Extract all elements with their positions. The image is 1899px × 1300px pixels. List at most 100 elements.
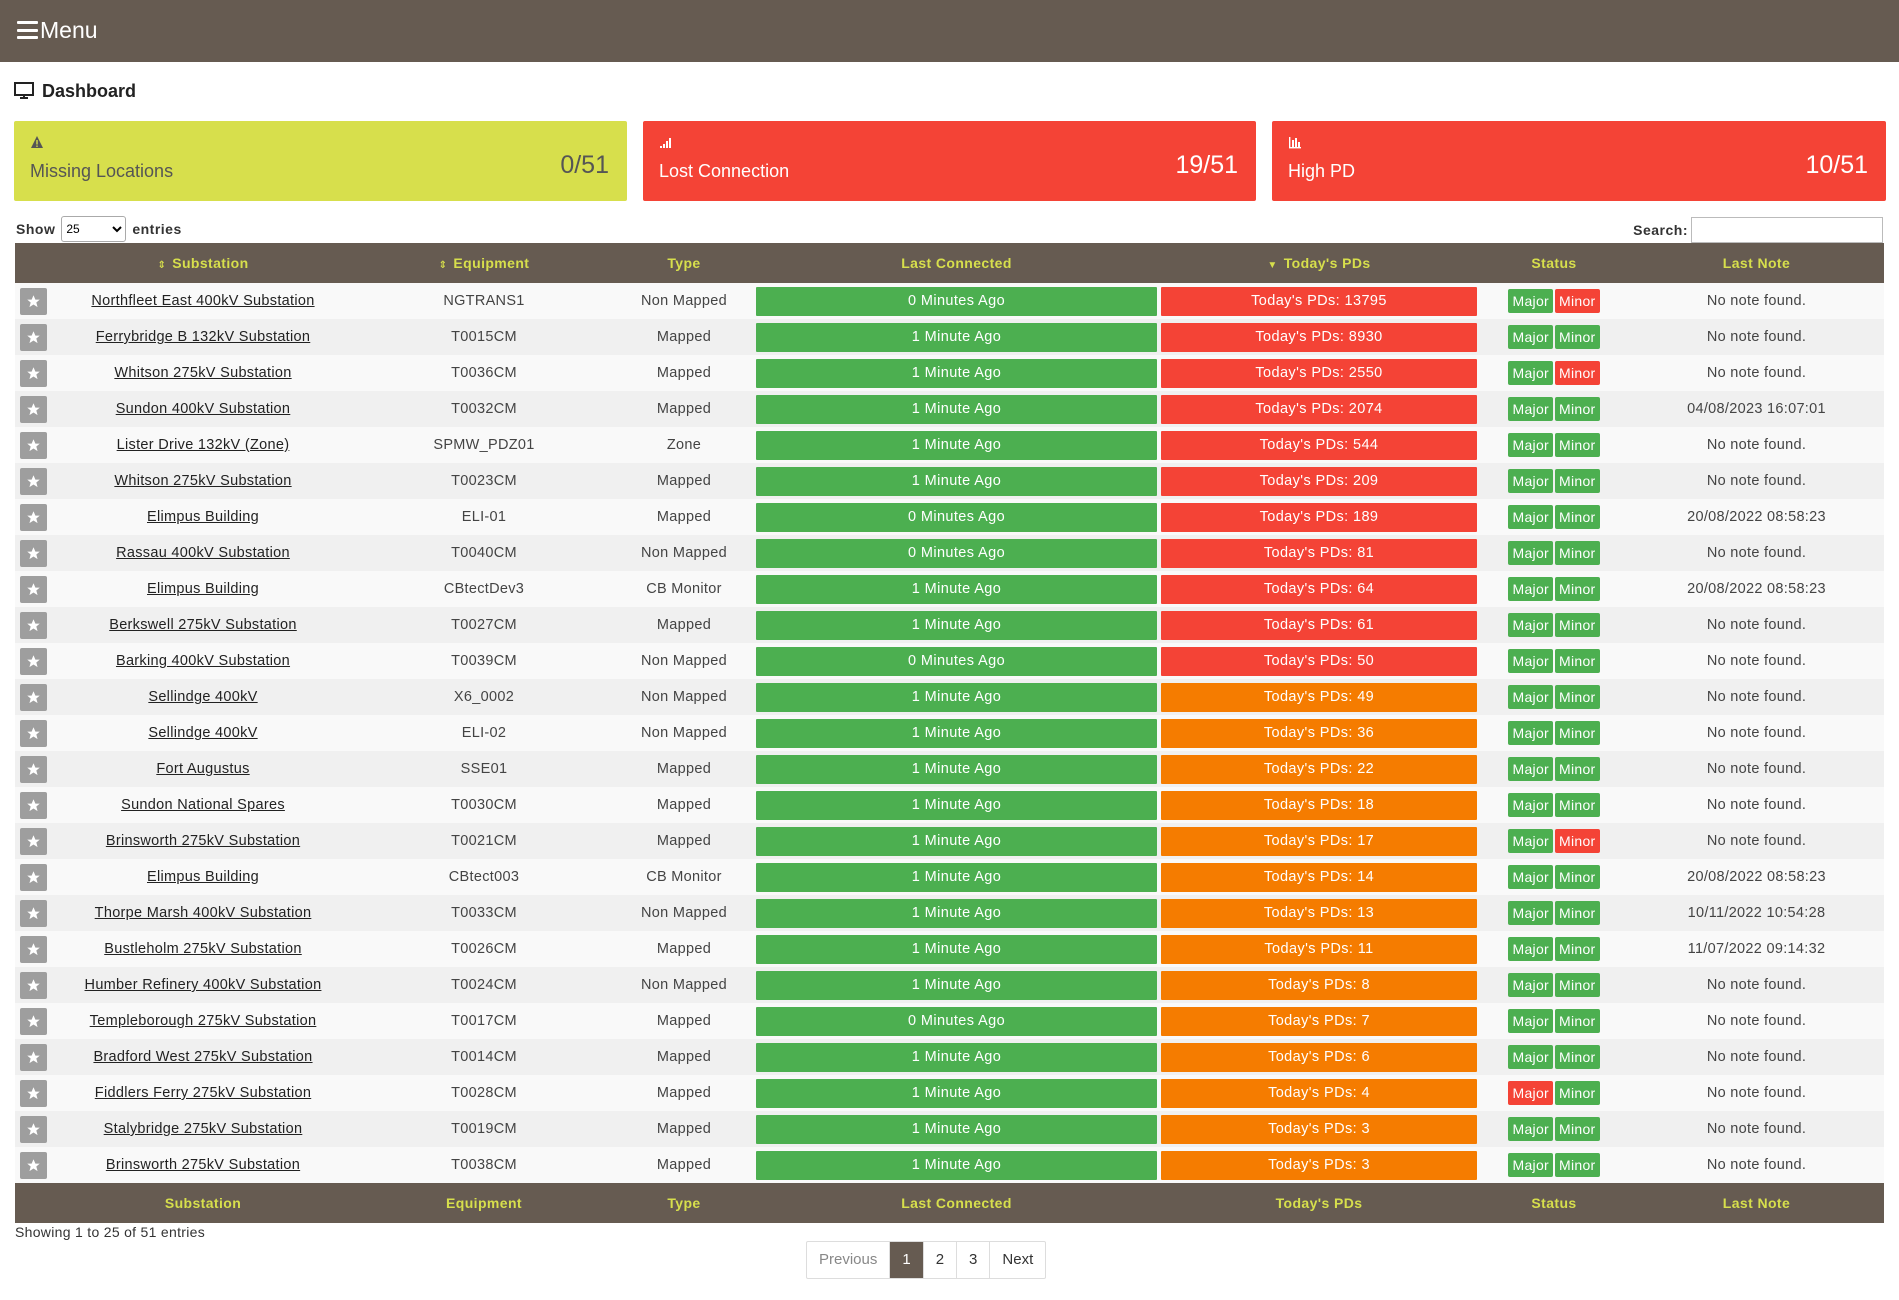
status-cell: Major Minor (1479, 535, 1629, 571)
substation-link[interactable]: Elimpus Building (147, 869, 259, 885)
search-input[interactable] (1691, 217, 1883, 243)
status-cell: Major Minor (1479, 355, 1629, 391)
type-cell: Non Mapped (614, 535, 754, 571)
substation-cell: Barking 400kV Substation (52, 643, 354, 679)
favorite-button[interactable] (20, 1043, 47, 1071)
favorite-button[interactable] (20, 575, 47, 603)
substation-link[interactable]: Brinsworth 275kV Substation (105, 1157, 301, 1173)
table-row: Northfleet East 400kV Substation NGTRANS1… (15, 283, 1884, 319)
missing-locations-card[interactable]: Missing Locations 0/51 (14, 121, 627, 201)
favorite-button[interactable] (20, 323, 47, 351)
substation-link[interactable]: Berkswell 275kV Substation (109, 617, 297, 633)
favorite-button[interactable] (20, 935, 47, 963)
last-connected-cell: 1 Minute Ago (754, 463, 1159, 499)
page-button-3[interactable]: 3 (956, 1242, 989, 1278)
favorite-button[interactable] (20, 431, 47, 459)
favorite-button[interactable] (20, 647, 47, 675)
todays-pds-bar: Today's PDs: 14 (1161, 862, 1477, 892)
substation-link[interactable]: Sundon 400kV Substation (115, 401, 291, 417)
last-connected-cell: 1 Minute Ago (754, 895, 1159, 931)
equipment-cell: T0040CM (354, 535, 614, 571)
substation-link[interactable]: Rassau 400kV Substation (116, 545, 290, 561)
favorite-button[interactable] (20, 719, 47, 747)
last-connected-cell: 1 Minute Ago (754, 1147, 1159, 1183)
favorite-button[interactable] (20, 503, 47, 531)
next-button[interactable]: Next (989, 1242, 1045, 1278)
substation-link[interactable]: Bradford West 275kV Substation (93, 1049, 313, 1065)
favorite-button[interactable] (20, 611, 47, 639)
star-cell (15, 463, 52, 499)
minor-badge: Minor (1555, 469, 1600, 493)
header-status[interactable]: Status (1479, 243, 1629, 283)
todays-pds-bar: Today's PDs: 2550 (1161, 358, 1477, 388)
favorite-button[interactable] (20, 359, 47, 387)
favorite-button[interactable] (20, 899, 47, 927)
favorite-button[interactable] (20, 863, 47, 891)
equipment-cell: T0036CM (354, 355, 614, 391)
favorite-button[interactable] (20, 1115, 47, 1143)
favorite-button[interactable] (20, 971, 47, 999)
high-pd-card[interactable]: High PD 10/51 (1272, 121, 1886, 201)
header-type[interactable]: Type (614, 243, 754, 283)
substation-link[interactable]: Stalybridge 275kV Substation (103, 1121, 303, 1137)
substation-link[interactable]: Elimpus Building (147, 581, 259, 597)
substation-link[interactable]: Fort Augustus (156, 761, 250, 777)
substation-link[interactable]: Sellindge 400kV (148, 725, 258, 741)
menu-button[interactable]: Menu (17, 14, 98, 46)
type-cell: Non Mapped (614, 967, 754, 1003)
substation-link[interactable]: Sundon National Spares (121, 797, 285, 813)
entries-select[interactable]: 25 (61, 216, 127, 242)
favorite-button[interactable] (20, 791, 47, 819)
substation-link[interactable]: Whitson 275kV Substation (114, 365, 292, 381)
last-note-cell: No note found. (1629, 1147, 1884, 1183)
substation-link[interactable]: Brinsworth 275kV Substation (105, 833, 301, 849)
status-cell: Major Minor (1479, 967, 1629, 1003)
substation-link[interactable]: Lister Drive 132kV (Zone) (116, 437, 290, 453)
minor-badge: Minor (1555, 901, 1600, 925)
lost-connection-card[interactable]: Lost Connection 19/51 (643, 121, 1256, 201)
previous-button[interactable]: Previous (819, 1251, 878, 1268)
header-substation[interactable]: ⇕ Substation (52, 243, 354, 283)
last-note-cell: No note found. (1629, 355, 1884, 391)
minor-badge: Minor (1555, 361, 1600, 385)
substation-link[interactable]: Northfleet East 400kV Substation (91, 293, 315, 309)
status-cell: Major Minor (1479, 463, 1629, 499)
header-last-connected[interactable]: Last Connected (754, 243, 1159, 283)
favorite-button[interactable] (20, 1151, 47, 1179)
favorite-button[interactable] (20, 395, 47, 423)
favorite-button[interactable] (20, 1007, 47, 1035)
favorite-button[interactable] (20, 1079, 47, 1107)
favorite-button[interactable] (20, 467, 47, 495)
favorite-button[interactable] (20, 539, 47, 567)
substation-link[interactable]: Humber Refinery 400kV Substation (84, 977, 322, 993)
substation-link[interactable]: Whitson 275kV Substation (114, 473, 292, 489)
substation-link[interactable]: Ferrybridge B 132kV Substation (95, 329, 311, 345)
page-button-1[interactable]: 1 (889, 1242, 923, 1278)
minor-badge: Minor (1555, 829, 1600, 853)
star-cell (15, 895, 52, 931)
page-button-2[interactable]: 2 (922, 1242, 956, 1278)
substation-link[interactable]: Thorpe Marsh 400kV Substation (94, 905, 312, 921)
favorite-button[interactable] (20, 287, 47, 315)
favorite-button[interactable] (20, 683, 47, 711)
favorite-button[interactable] (20, 827, 47, 855)
header-last-note[interactable]: Last Note (1629, 243, 1884, 283)
minor-badge: Minor (1555, 325, 1600, 349)
favorite-button[interactable] (20, 755, 47, 783)
last-connected-cell: 0 Minutes Ago (754, 499, 1159, 535)
equipment-table: ⇕ Substation ⇕ Equipment Type Last Connect… (15, 243, 1884, 1223)
substation-link[interactable]: Elimpus Building (147, 509, 259, 525)
last-connected-bar: 1 Minute Ago (756, 394, 1157, 424)
substation-link[interactable]: Sellindge 400kV (148, 689, 258, 705)
minor-badge: Minor (1555, 433, 1600, 457)
substation-link[interactable]: Templeborough 275kV Substation (89, 1013, 317, 1029)
substation-link[interactable]: Fiddlers Ferry 275kV Substation (94, 1085, 312, 1101)
substation-cell: Sellindge 400kV (52, 715, 354, 751)
substation-link[interactable]: Barking 400kV Substation (115, 653, 291, 669)
substation-link[interactable]: Bustleholm 275kV Substation (104, 941, 302, 957)
todays-pds-cell: Today's PDs: 6 (1159, 1039, 1479, 1075)
star-cell (15, 1003, 52, 1039)
header-equipment[interactable]: ⇕ Equipment (354, 243, 614, 283)
header-todays-pds[interactable]: ▼ Today's PDs (1159, 243, 1479, 283)
star-icon (27, 510, 40, 523)
